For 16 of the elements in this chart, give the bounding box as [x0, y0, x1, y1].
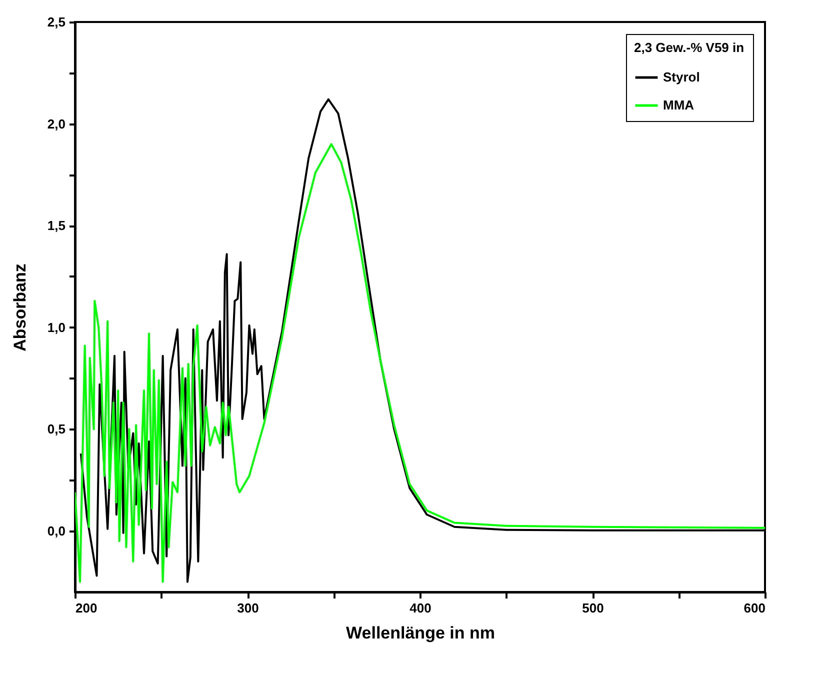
x-axis-title: Wellenlänge in nm — [346, 624, 495, 642]
y-axis-title: Absorbanz — [10, 264, 30, 352]
legend-title: 2,3 Gew.-% V59 in — [634, 40, 744, 55]
x-tick-label: 500 — [582, 600, 604, 616]
y-tick-label: 2,5 — [47, 14, 66, 30]
x-tick-label: 600 — [744, 600, 766, 616]
y-tick-label: 0,5 — [47, 422, 66, 437]
y-tick-label: 1,5 — [47, 218, 66, 234]
x-tick-label: 300 — [237, 600, 259, 616]
x-tick-label: 200 — [76, 600, 98, 616]
legend-label: MMA — [663, 98, 695, 112]
y-tick-label: 1,0 — [47, 320, 66, 335]
y-tick-label: 0,0 — [47, 523, 66, 538]
y-tick-label: 2,0 — [47, 116, 66, 132]
legend-label: Styrol — [663, 70, 700, 84]
x-tick-label: 400 — [410, 600, 432, 616]
